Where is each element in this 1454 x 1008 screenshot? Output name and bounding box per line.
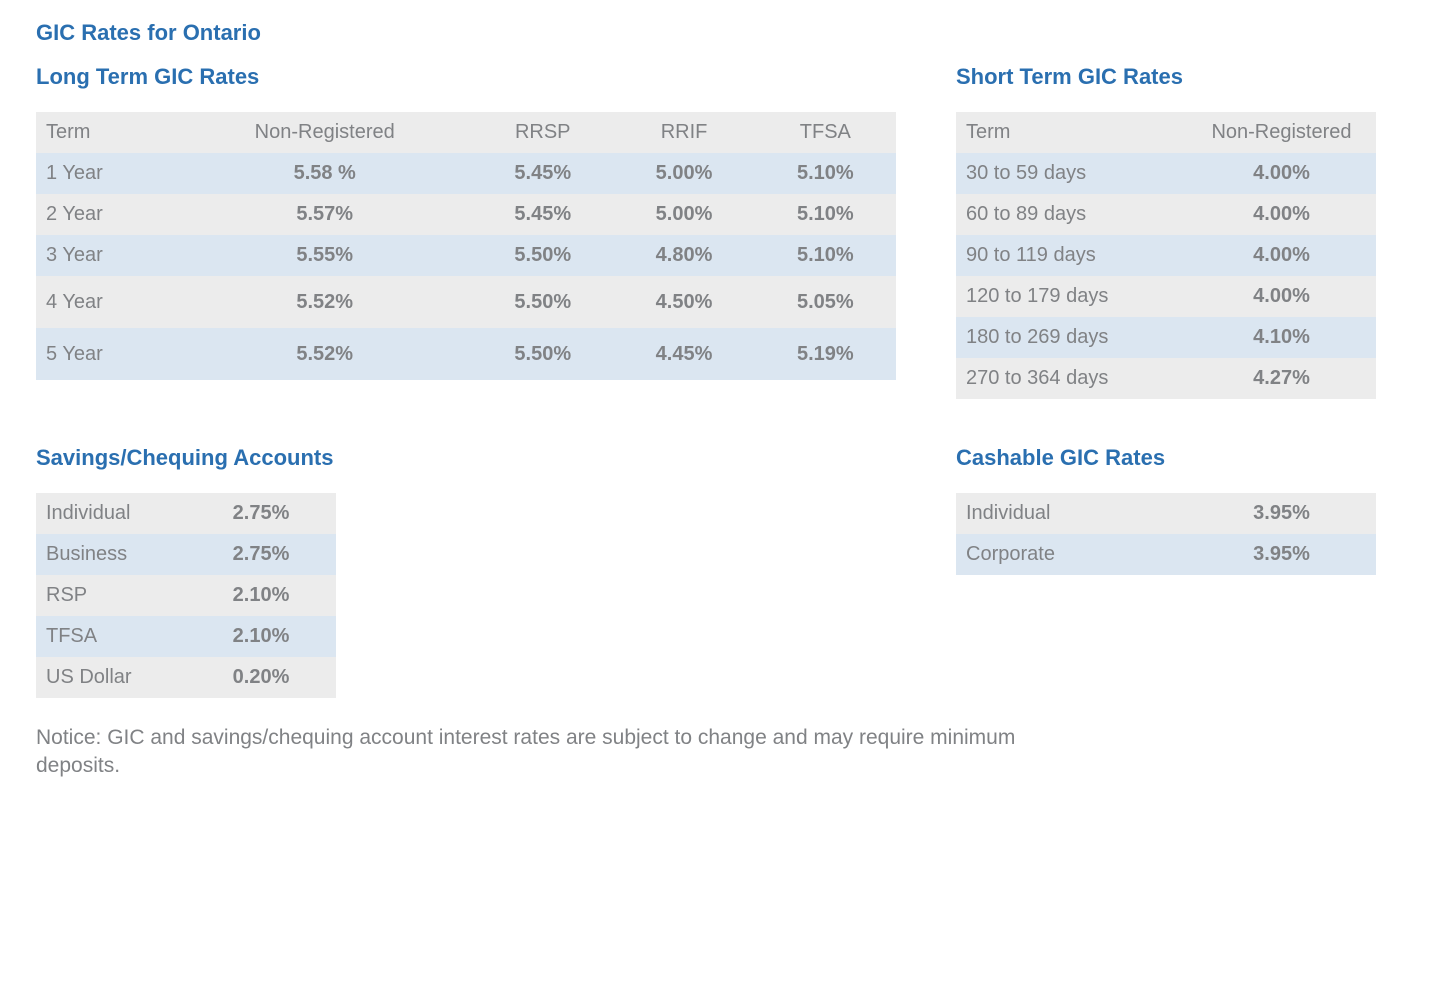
col-term: Term	[36, 112, 177, 153]
cell-val: 4.00%	[1187, 194, 1376, 235]
cell-label: RSP	[36, 575, 186, 616]
cell-val: 2.75%	[186, 493, 336, 534]
table-header-row: Term Non-Registered	[956, 112, 1376, 153]
cell-term: 30 to 59 days	[956, 153, 1187, 194]
cell-term: 120 to 179 days	[956, 276, 1187, 317]
col-rrsp: RRSP	[472, 112, 613, 153]
cell-val: 2.10%	[186, 575, 336, 616]
cell-val: 2.10%	[186, 616, 336, 657]
table-row: 30 to 59 days 4.00%	[956, 153, 1376, 194]
cell-val: 4.45%	[613, 328, 754, 380]
cell-term: 180 to 269 days	[956, 317, 1187, 358]
table-row: Individual 3.95%	[956, 493, 1376, 534]
cell-val: 5.45%	[472, 153, 613, 194]
table-row: TFSA 2.10%	[36, 616, 336, 657]
cell-val: 5.50%	[472, 328, 613, 380]
col-nonreg: Non-Registered	[177, 112, 472, 153]
table-row: Individual 2.75%	[36, 493, 336, 534]
cell-label: Corporate	[956, 534, 1187, 575]
cell-val: 5.50%	[472, 276, 613, 328]
table-row: 1 Year 5.58 % 5.45% 5.00% 5.10%	[36, 153, 896, 194]
table-row: 270 to 364 days 4.27%	[956, 358, 1376, 399]
cell-val: 5.10%	[755, 194, 896, 235]
cell-val: 2.75%	[186, 534, 336, 575]
cell-term: 60 to 89 days	[956, 194, 1187, 235]
cell-val: 5.19%	[755, 328, 896, 380]
cell-val: 5.00%	[613, 194, 754, 235]
cell-label: Business	[36, 534, 186, 575]
cell-term: 1 Year	[36, 153, 177, 194]
cell-term: 5 Year	[36, 328, 177, 380]
cell-val: 3.95%	[1187, 534, 1376, 575]
top-row: Long Term GIC Rates Term Non-Registered …	[36, 64, 1418, 399]
short-term-table: Term Non-Registered 30 to 59 days 4.00% …	[956, 112, 1376, 399]
cell-val: 5.57%	[177, 194, 472, 235]
cell-val: 4.50%	[613, 276, 754, 328]
table-row: US Dollar 0.20%	[36, 657, 336, 698]
cell-val: 4.00%	[1187, 276, 1376, 317]
cell-val: 5.10%	[755, 153, 896, 194]
cell-term: 3 Year	[36, 235, 177, 276]
cell-label: Individual	[36, 493, 186, 534]
cell-term: 2 Year	[36, 194, 177, 235]
table-row: 90 to 119 days 4.00%	[956, 235, 1376, 276]
long-term-title: Long Term GIC Rates	[36, 64, 896, 90]
short-term-section: Short Term GIC Rates Term Non-Registered…	[956, 64, 1376, 399]
cell-label: US Dollar	[36, 657, 186, 698]
long-term-section: Long Term GIC Rates Term Non-Registered …	[36, 64, 896, 380]
col-rrif: RRIF	[613, 112, 754, 153]
cell-term: 270 to 364 days	[956, 358, 1187, 399]
cell-val: 3.95%	[1187, 493, 1376, 534]
table-row: RSP 2.10%	[36, 575, 336, 616]
cell-label: Individual	[956, 493, 1187, 534]
cell-term: 90 to 119 days	[956, 235, 1187, 276]
savings-title: Savings/Chequing Accounts	[36, 445, 896, 471]
cell-val: 5.50%	[472, 235, 613, 276]
table-row: 4 Year 5.52% 5.50% 4.50% 5.05%	[36, 276, 896, 328]
cell-label: TFSA	[36, 616, 186, 657]
cell-val: 5.52%	[177, 328, 472, 380]
cashable-title: Cashable GIC Rates	[956, 445, 1376, 471]
col-term: Term	[956, 112, 1187, 153]
cell-val: 4.00%	[1187, 153, 1376, 194]
cell-val: 5.00%	[613, 153, 754, 194]
table-header-row: Term Non-Registered RRSP RRIF TFSA	[36, 112, 896, 153]
table-row: 60 to 89 days 4.00%	[956, 194, 1376, 235]
cell-val: 5.58 %	[177, 153, 472, 194]
cell-val: 5.05%	[755, 276, 896, 328]
cell-val: 4.27%	[1187, 358, 1376, 399]
cell-val: 4.00%	[1187, 235, 1376, 276]
table-row: 180 to 269 days 4.10%	[956, 317, 1376, 358]
cell-val: 5.52%	[177, 276, 472, 328]
bottom-row: Savings/Chequing Accounts Individual 2.7…	[36, 445, 1418, 698]
cell-val: 4.80%	[613, 235, 754, 276]
table-row: Corporate 3.95%	[956, 534, 1376, 575]
page-title: GIC Rates for Ontario	[36, 20, 1418, 46]
col-nonreg: Non-Registered	[1187, 112, 1376, 153]
cell-val: 5.10%	[755, 235, 896, 276]
table-row: 5 Year 5.52% 5.50% 4.45% 5.19%	[36, 328, 896, 380]
savings-table: Individual 2.75% Business 2.75% RSP 2.10…	[36, 493, 336, 698]
table-row: 120 to 179 days 4.00%	[956, 276, 1376, 317]
cell-val: 5.55%	[177, 235, 472, 276]
cashable-table: Individual 3.95% Corporate 3.95%	[956, 493, 1376, 575]
cell-val: 5.45%	[472, 194, 613, 235]
long-term-table: Term Non-Registered RRSP RRIF TFSA 1 Yea…	[36, 112, 896, 380]
short-term-title: Short Term GIC Rates	[956, 64, 1376, 90]
table-row: 2 Year 5.57% 5.45% 5.00% 5.10%	[36, 194, 896, 235]
col-tfsa: TFSA	[755, 112, 896, 153]
notice-text: Notice: GIC and savings/chequing account…	[36, 724, 1096, 781]
table-row: 3 Year 5.55% 5.50% 4.80% 5.10%	[36, 235, 896, 276]
cell-term: 4 Year	[36, 276, 177, 328]
cell-val: 4.10%	[1187, 317, 1376, 358]
savings-section: Savings/Chequing Accounts Individual 2.7…	[36, 445, 896, 698]
table-row: Business 2.75%	[36, 534, 336, 575]
cell-val: 0.20%	[186, 657, 336, 698]
cashable-section: Cashable GIC Rates Individual 3.95% Corp…	[956, 445, 1376, 575]
